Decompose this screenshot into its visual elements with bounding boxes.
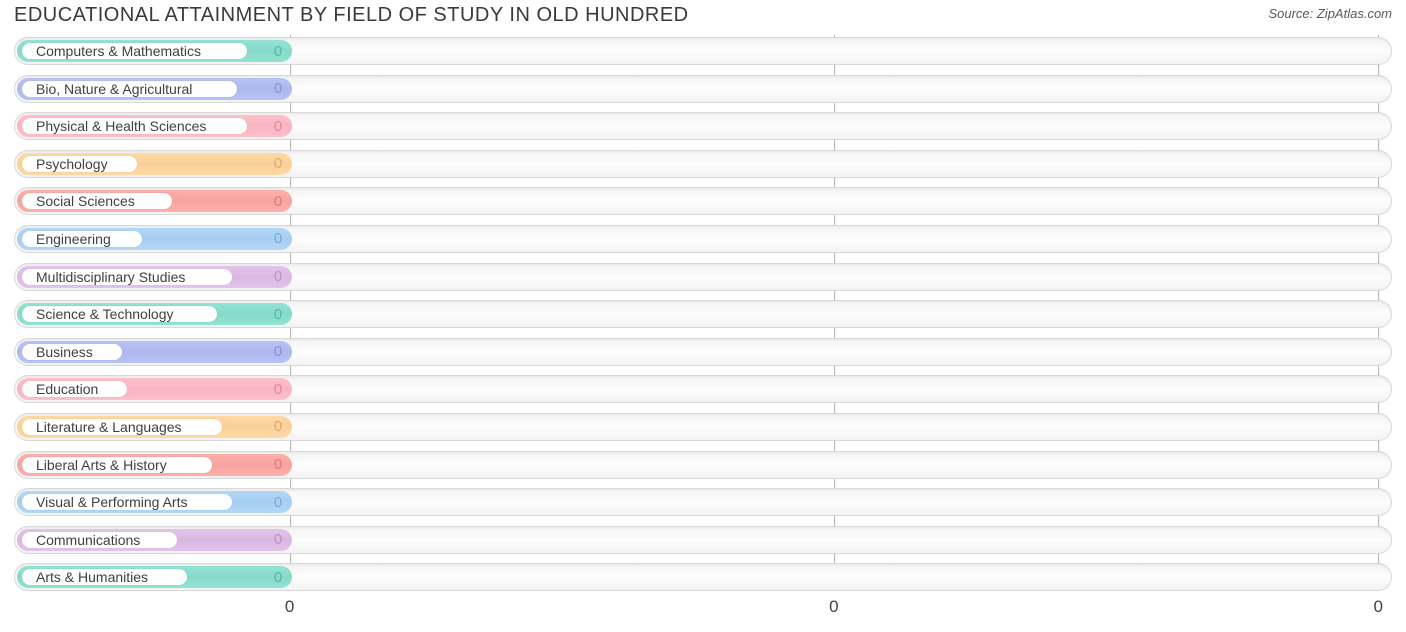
x-tick-label: 0 [285, 597, 294, 617]
value-label: 0 [17, 113, 292, 139]
chart-title: EDUCATIONAL ATTAINMENT BY FIELD OF STUDY… [14, 4, 689, 27]
value-label: 0 [17, 414, 292, 440]
bar-track: Computers & Mathematics0 [14, 37, 1392, 65]
value-label: 0 [17, 376, 292, 402]
header: EDUCATIONAL ATTAINMENT BY FIELD OF STUDY… [0, 0, 1406, 33]
bar-track: Physical & Health Sciences0 [14, 112, 1392, 140]
value-label: 0 [17, 76, 292, 102]
bar-track: Literature & Languages0 [14, 413, 1392, 441]
x-axis: 0 0 0 [14, 593, 1392, 621]
value-label: 0 [17, 301, 292, 327]
bar-track: Arts & Humanities0 [14, 563, 1392, 591]
value-label: 0 [17, 527, 292, 553]
chart-area: Computers & Mathematics0 Bio, Nature & Ag… [14, 33, 1392, 593]
bars-container: Computers & Mathematics0 Bio, Nature & Ag… [14, 33, 1392, 591]
source-attribution: Source: ZipAtlas.com [1268, 4, 1392, 21]
value-label: 0 [17, 151, 292, 177]
x-tick-label: 0 [1373, 597, 1382, 617]
bar-track: Bio, Nature & Agricultural0 [14, 75, 1392, 103]
bar-track: Social Sciences0 [14, 187, 1392, 215]
bar-track: Engineering0 [14, 225, 1392, 253]
value-label: 0 [17, 38, 292, 64]
value-label: 0 [17, 226, 292, 252]
value-label: 0 [17, 489, 292, 515]
plot-region: Computers & Mathematics0 Bio, Nature & Ag… [14, 33, 1392, 593]
bar-track: Science & Technology0 [14, 300, 1392, 328]
bar-track: Communications0 [14, 526, 1392, 554]
bar-track: Psychology0 [14, 150, 1392, 178]
x-tick-label: 0 [829, 597, 838, 617]
bar-track: Visual & Performing Arts0 [14, 488, 1392, 516]
bar-track: Multidisciplinary Studies0 [14, 263, 1392, 291]
value-label: 0 [17, 339, 292, 365]
bar-track: Business0 [14, 338, 1392, 366]
value-label: 0 [17, 564, 292, 590]
value-label: 0 [17, 452, 292, 478]
bar-track: Liberal Arts & History0 [14, 451, 1392, 479]
value-label: 0 [17, 264, 292, 290]
value-label: 0 [17, 188, 292, 214]
bar-track: Education0 [14, 375, 1392, 403]
